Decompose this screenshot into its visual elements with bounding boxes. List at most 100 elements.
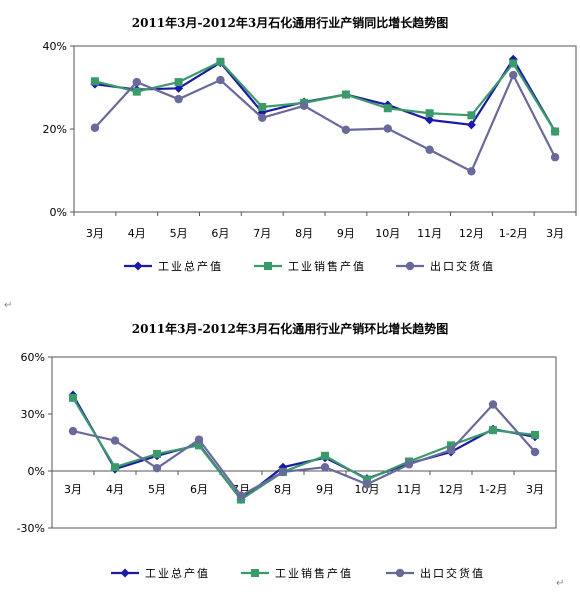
legend-marker <box>251 569 259 577</box>
x-tick-label: 7月 <box>253 227 271 240</box>
legend-marker <box>133 261 143 271</box>
data-point <box>216 75 225 85</box>
legend-label: 工业总产值 <box>145 566 210 580</box>
data-point <box>488 400 498 409</box>
data-point <box>153 449 161 458</box>
data-point <box>278 467 288 477</box>
data-point <box>258 103 267 112</box>
legend-label: 出口交货值 <box>430 259 495 273</box>
legend-marker <box>264 262 272 270</box>
data-point <box>299 101 309 110</box>
data-point <box>467 111 476 120</box>
mom-growth-chart: 2011年3月-2012年3月石化通用行业产销环比增长趋势图 -30% 0% 30%… <box>0 310 580 592</box>
data-point <box>341 90 350 99</box>
legend-label: 工业总产值 <box>158 259 223 273</box>
x-tick-label: 9月 <box>316 483 334 496</box>
data-point <box>152 463 162 473</box>
data-point <box>383 104 392 113</box>
data-point <box>320 463 330 472</box>
y-tick-label: 20% <box>43 123 67 136</box>
series-line <box>72 402 536 498</box>
legend-label: 出口交货值 <box>420 566 485 580</box>
legend-marker <box>120 568 130 578</box>
data-point <box>174 78 183 87</box>
x-tick-label: 4月 <box>128 227 146 240</box>
data-point <box>111 463 119 472</box>
data-point <box>383 124 392 133</box>
x-tick-label: 3月 <box>64 483 82 496</box>
data-point <box>321 451 329 460</box>
y-tick-label: 60% <box>21 351 45 364</box>
series-line <box>94 60 557 133</box>
data-point <box>467 167 476 176</box>
data-point <box>425 115 435 125</box>
mom-chart-svg: -30%0%30%60%3月 4月 5月 6月 7月 8月 9月 10月 11月 12月 1-2月 3… <box>17 351 557 580</box>
plot-frame <box>51 356 557 529</box>
series-line <box>72 394 536 502</box>
y-tick-label: 0% <box>28 465 45 478</box>
x-tick-label: 5月 <box>170 227 188 240</box>
series-line <box>94 72 557 173</box>
data-point <box>258 113 267 122</box>
data-point <box>425 145 434 154</box>
data-point <box>551 127 560 136</box>
data-point <box>447 441 455 450</box>
data-point <box>509 70 518 80</box>
x-tick-label: 6月 <box>190 483 208 496</box>
data-point <box>68 426 78 436</box>
data-point <box>530 447 540 457</box>
data-point <box>90 77 99 86</box>
data-point <box>132 87 141 96</box>
x-tick-label: 3月 <box>546 227 564 240</box>
data-point <box>69 393 77 402</box>
data-point <box>194 435 204 444</box>
x-tick-label: 8月 <box>295 227 313 240</box>
x-tick-label: 8月 <box>274 483 292 496</box>
data-point <box>195 441 203 450</box>
y-tick-label: 40% <box>43 40 67 53</box>
x-tick-label: 3月 <box>86 227 104 240</box>
x-tick-label: 9月 <box>337 227 355 240</box>
x-tick-label: 3月 <box>526 483 544 496</box>
yoy-growth-chart: 2011年3月-2012年3月石化通用行业产销同比增长趋势图 0% 20% 40% 3… <box>43 16 577 273</box>
x-tick-label: 4月 <box>106 483 124 496</box>
x-tick-label: 10月 <box>355 483 380 496</box>
x-tick-label: 5月 <box>148 483 166 496</box>
data-point <box>236 491 246 500</box>
x-tick-label: 11月 <box>397 483 422 496</box>
x-tick-label: 1-2月 <box>479 483 508 496</box>
series-line <box>94 57 557 133</box>
chart-title: 2011年3月-2012年3月石化通用行业产销环比增长趋势图 <box>131 322 449 336</box>
y-tick-label: 30% <box>21 408 45 421</box>
legend-marker <box>405 261 415 271</box>
data-point <box>466 120 476 130</box>
data-point <box>216 57 225 66</box>
data-point <box>531 430 539 439</box>
paragraph-mark-icon: ↵ <box>4 300 13 311</box>
data-point <box>550 153 560 162</box>
data-point <box>363 475 371 484</box>
data-point <box>446 445 456 455</box>
yoy-chart-svg: 0% 20% 40% 3月 4月 5月 6月 7月 8月 9月 10月 11月 12月 1-2月 3月工业总… <box>43 40 577 273</box>
data-point <box>425 109 434 118</box>
data-point <box>489 426 497 435</box>
legend-marker <box>395 568 405 578</box>
series-line <box>72 397 536 501</box>
data-point <box>174 94 183 104</box>
y-tick-label: 0% <box>50 206 67 219</box>
x-tick-label: 6月 <box>211 227 229 240</box>
y-tick-label: -30% <box>17 522 45 535</box>
chart-title: 2011年3月-2012年3月石化通用行业产销同比增长趋势图 <box>131 16 449 30</box>
x-tick-label: 1-2月 <box>499 227 528 240</box>
x-tick-label: 11月 <box>417 227 442 240</box>
data-point <box>362 480 372 489</box>
data-point <box>90 123 100 132</box>
data-point <box>278 462 288 472</box>
legend-label: 工业销售产值 <box>275 566 353 580</box>
data-point <box>404 460 414 469</box>
paragraph-mark-icon: ↵ <box>556 578 565 589</box>
data-point <box>509 59 518 68</box>
legend-label: 工业销售产值 <box>288 259 366 273</box>
x-tick-label: 10月 <box>375 227 400 240</box>
x-tick-label: 12月 <box>459 227 484 240</box>
